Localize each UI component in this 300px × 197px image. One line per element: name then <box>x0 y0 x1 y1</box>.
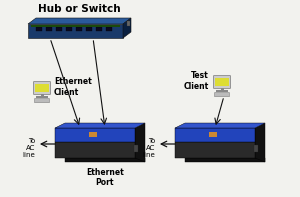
Polygon shape <box>175 141 255 158</box>
Polygon shape <box>65 158 145 162</box>
Bar <box>31 25 120 27</box>
Bar <box>88 132 97 137</box>
Polygon shape <box>55 123 145 128</box>
Bar <box>36 27 42 31</box>
Polygon shape <box>123 18 131 38</box>
Bar <box>220 88 224 90</box>
Text: Hub or Switch: Hub or Switch <box>38 4 121 14</box>
Polygon shape <box>55 128 135 141</box>
Text: Test
Client: Test Client <box>184 71 209 91</box>
Text: Ethernet
Client: Ethernet Client <box>54 77 92 97</box>
FancyBboxPatch shape <box>34 98 50 103</box>
Bar <box>215 78 229 86</box>
Polygon shape <box>55 141 135 158</box>
Bar <box>208 132 217 137</box>
Bar <box>40 94 43 96</box>
FancyBboxPatch shape <box>33 82 51 94</box>
Polygon shape <box>135 123 145 162</box>
Bar <box>96 27 102 31</box>
Bar <box>56 27 62 31</box>
Bar <box>35 84 49 92</box>
FancyBboxPatch shape <box>214 93 230 97</box>
Polygon shape <box>175 128 255 141</box>
Bar <box>254 145 258 151</box>
Polygon shape <box>185 158 265 162</box>
Polygon shape <box>28 18 131 24</box>
Bar <box>86 27 92 31</box>
Text: To
AC
line: To AC line <box>142 138 155 158</box>
Polygon shape <box>255 123 265 162</box>
FancyBboxPatch shape <box>213 76 231 88</box>
Bar <box>76 27 82 31</box>
Bar <box>106 27 112 31</box>
Bar <box>36 96 48 98</box>
Text: Ethernet
Port: Ethernet Port <box>86 168 124 187</box>
Bar <box>216 90 228 92</box>
Bar <box>134 145 138 151</box>
Text: To
AC
line: To AC line <box>22 138 35 158</box>
Bar <box>127 21 130 26</box>
Bar <box>46 27 52 31</box>
Polygon shape <box>28 24 123 38</box>
Polygon shape <box>175 123 265 128</box>
Bar <box>66 27 72 31</box>
